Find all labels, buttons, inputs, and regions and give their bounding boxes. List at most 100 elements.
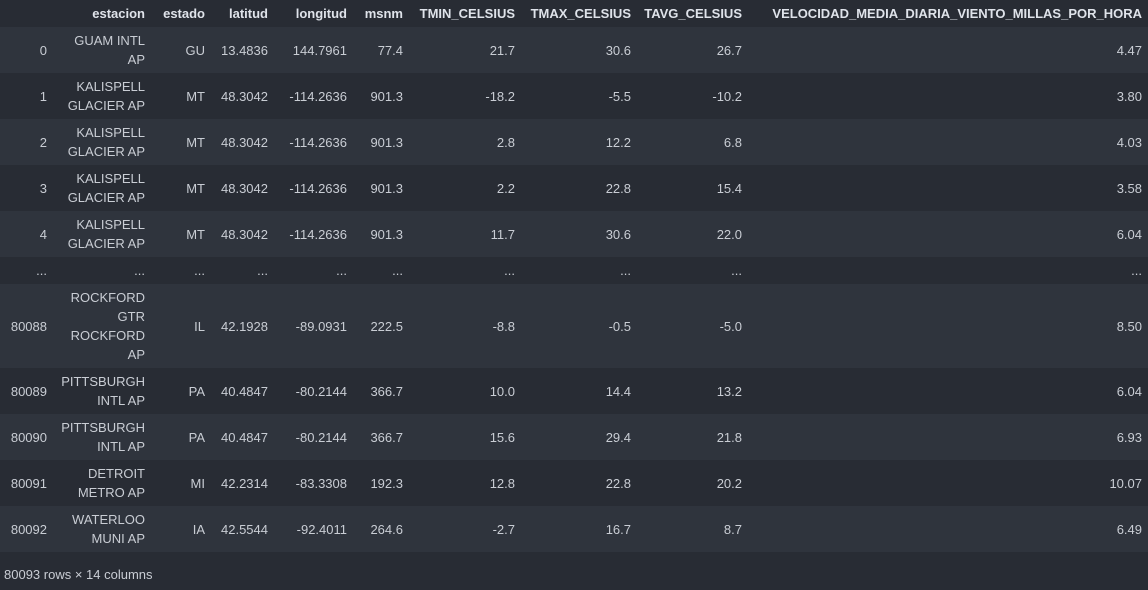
- cell-estacion: DETROIT METRO AP: [77, 466, 145, 500]
- cell-estado: MT: [186, 226, 205, 242]
- row-index: 80089: [10, 383, 47, 399]
- cell-tmax: -0.5: [608, 318, 631, 334]
- row-index: 80091: [10, 475, 47, 491]
- cell-estado: PA: [188, 429, 205, 445]
- cell-vel: 10.07: [1109, 475, 1142, 491]
- cell-tavg: ...: [731, 263, 742, 278]
- table-row: 80091 DETROIT METRO AP MI 42.2314 -83.3308 19…: [0, 460, 1148, 506]
- cell-tmax: 16.7: [605, 521, 631, 537]
- cell-vel: 4.47: [1116, 42, 1142, 58]
- cell-estado: MT: [186, 180, 205, 196]
- cell-longitud: -114.2636: [289, 180, 347, 196]
- row-index: 1: [39, 88, 47, 104]
- cell-longitud: -80.2144: [295, 383, 347, 399]
- cell-msnm: 901.3: [370, 226, 403, 242]
- cell-latitud: 42.1928: [221, 318, 268, 334]
- cell-longitud: 144.7961: [292, 42, 347, 58]
- header-index: [0, 0, 53, 27]
- cell-latitud: 48.3042: [221, 226, 268, 242]
- cell-latitud: 48.3042: [221, 180, 268, 196]
- cell-msnm: 77.4: [377, 42, 403, 58]
- cell-latitud: 40.4847: [221, 429, 268, 445]
- cell-tmax: 22.8: [605, 180, 631, 196]
- cell-vel: 6.93: [1116, 429, 1142, 445]
- cell-estado: GU: [185, 42, 206, 58]
- header-tmin: TMIN_CELSIUS: [419, 6, 515, 21]
- cell-vel: 3.58: [1116, 180, 1142, 196]
- table-row: 0 GUAM INTL AP GU 13.4836 144.7961 77.4 21.7 30…: [0, 27, 1148, 73]
- cell-msnm: 901.3: [370, 88, 403, 104]
- cell-vel: 6.04: [1116, 226, 1142, 242]
- cell-tavg: 21.8: [716, 429, 742, 445]
- cell-latitud: 48.3042: [221, 88, 268, 104]
- cell-tmin: ...: [504, 263, 515, 278]
- cell-tavg: -10.2: [712, 88, 742, 104]
- cell-tmin: 2.2: [496, 180, 515, 196]
- cell-msnm: 222.5: [370, 318, 403, 334]
- cell-estado: MT: [186, 88, 205, 104]
- cell-longitud: -114.2636: [289, 88, 347, 104]
- row-index: 80092: [10, 521, 47, 537]
- cell-tmax: -5.5: [608, 88, 631, 104]
- cell-estacion: KALISPELL GLACIER AP: [67, 171, 145, 205]
- cell-longitud: -89.0931: [295, 318, 347, 334]
- cell-estado: PA: [188, 383, 205, 399]
- header-tavg: TAVG_CELSIUS: [644, 6, 742, 21]
- row-index: ...: [36, 263, 47, 278]
- table-row: 80090 PITTSBURGH INTL AP PA 40.4847 -80.2144…: [0, 414, 1148, 460]
- header-velocidad: VELOCIDAD_MEDIA_DIARIA_VIENTO_MILLAS_POR…: [772, 6, 1142, 21]
- cell-latitud: 40.4847: [221, 383, 268, 399]
- cell-tmin: 21.7: [489, 42, 515, 58]
- cell-vel: 8.50: [1116, 318, 1142, 334]
- cell-vel: 3.80: [1116, 88, 1142, 104]
- row-index: 80088: [10, 318, 47, 334]
- cell-estado: IL: [194, 318, 205, 334]
- header-latitud: latitud: [229, 6, 268, 21]
- row-index: 0: [39, 42, 47, 58]
- cell-tavg: 8.7: [723, 521, 742, 537]
- cell-latitud: 13.4836: [221, 42, 268, 58]
- cell-tmax: 30.6: [605, 226, 631, 242]
- cell-tmax: 12.2: [605, 134, 631, 150]
- cell-vel: 6.04: [1116, 383, 1142, 399]
- cell-tmax: 29.4: [605, 429, 631, 445]
- cell-tmin: -2.7: [492, 521, 515, 537]
- cell-latitud: 42.5544: [221, 521, 268, 537]
- cell-tavg: 13.2: [716, 383, 742, 399]
- cell-latitud: 48.3042: [221, 134, 268, 150]
- table-row: 80089 PITTSBURGH INTL AP PA 40.4847 -80.2144…: [0, 368, 1148, 414]
- cell-tavg: 26.7: [716, 42, 742, 58]
- cell-vel: ...: [1131, 263, 1142, 278]
- cell-longitud: ...: [336, 263, 347, 278]
- cell-msnm: 264.6: [370, 521, 403, 537]
- cell-msnm: 901.3: [370, 134, 403, 150]
- table-row: 3 KALISPELL GLACIER AP MT 48.3042 -114.2636 9…: [0, 165, 1148, 211]
- header-estado: estado: [163, 6, 205, 21]
- cell-tavg: 6.8: [723, 134, 742, 150]
- cell-tmin: 15.6: [489, 429, 515, 445]
- cell-estado: ...: [194, 263, 205, 278]
- cell-tmin: 10.0: [489, 383, 515, 399]
- cell-tmin: 12.8: [489, 475, 515, 491]
- row-index: 2: [39, 134, 47, 150]
- cell-estacion: KALISPELL GLACIER AP: [67, 125, 145, 159]
- table-header: estacion estado latitud longitud msnm TM…: [0, 0, 1148, 27]
- cell-estacion: KALISPELL GLACIER AP: [67, 217, 145, 251]
- cell-estacion: GUAM INTL AP: [74, 33, 145, 67]
- cell-tmin: -18.2: [485, 88, 515, 104]
- table-body: 0 GUAM INTL AP GU 13.4836 144.7961 77.4 21.7 30…: [0, 27, 1148, 552]
- cell-vel: 6.49: [1116, 521, 1142, 537]
- cell-longitud: -114.2636: [289, 226, 347, 242]
- cell-estacion: WATERLOO MUNI AP: [72, 512, 145, 546]
- cell-vel: 4.03: [1116, 134, 1142, 150]
- header-tmax: TMAX_CELSIUS: [530, 6, 631, 21]
- cell-msnm: 901.3: [370, 180, 403, 196]
- cell-estacion: KALISPELL GLACIER AP: [67, 79, 145, 113]
- cell-longitud: -114.2636: [289, 134, 347, 150]
- table-row: 80092 WATERLOO MUNI AP IA 42.5544 -92.4011 26…: [0, 506, 1148, 552]
- cell-latitud: 42.2314: [221, 475, 268, 491]
- dataframe-shape: 80093 rows × 14 columns: [4, 567, 153, 582]
- cell-tavg: 15.4: [716, 180, 742, 196]
- cell-latitud: ...: [257, 263, 268, 278]
